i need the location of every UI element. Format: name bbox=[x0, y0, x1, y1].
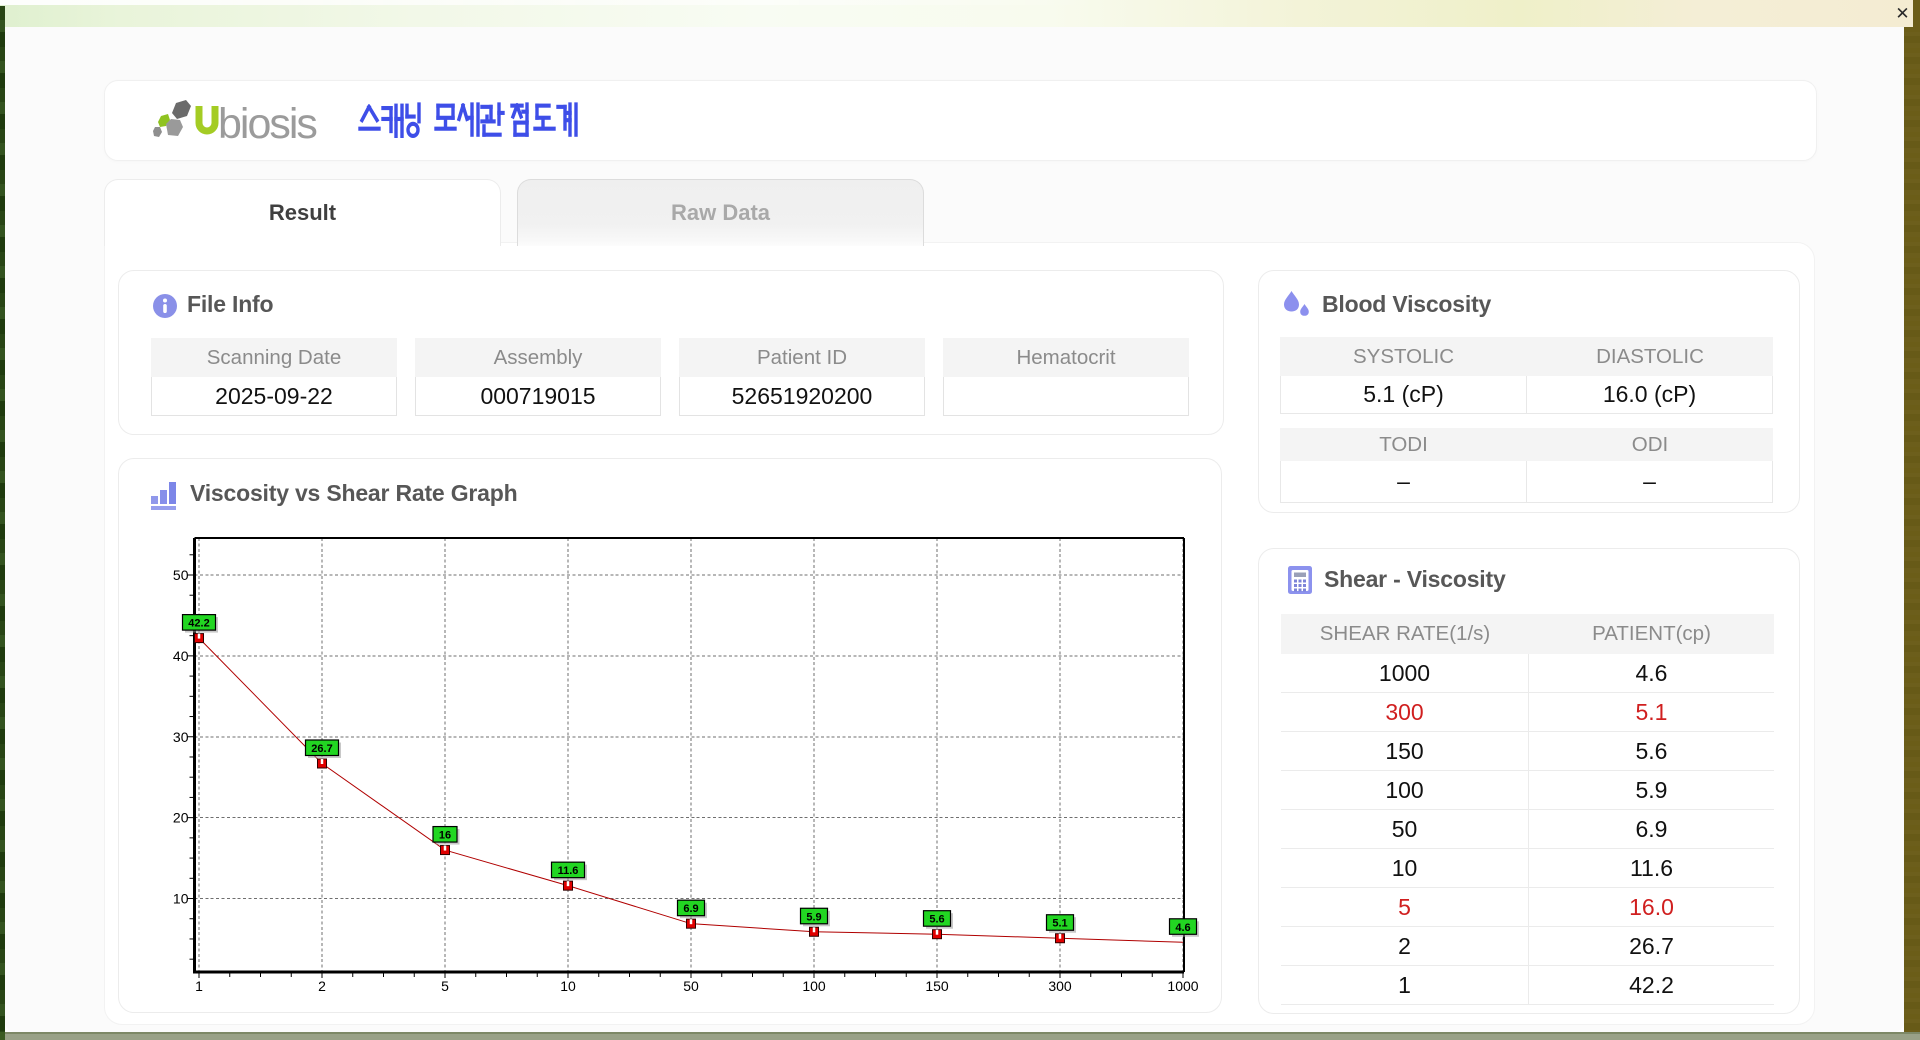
svg-text:10: 10 bbox=[560, 978, 576, 994]
svg-text:11.6: 11.6 bbox=[558, 865, 579, 877]
svg-text:10: 10 bbox=[173, 891, 189, 907]
svg-text:6.9: 6.9 bbox=[683, 903, 698, 915]
svg-text:5.6: 5.6 bbox=[929, 914, 944, 926]
svg-text:5.1: 5.1 bbox=[1052, 918, 1067, 930]
svg-text:42.2: 42.2 bbox=[188, 618, 209, 630]
svg-text:2: 2 bbox=[318, 978, 326, 994]
svg-text:5: 5 bbox=[441, 978, 449, 994]
svg-text:16: 16 bbox=[439, 830, 451, 842]
svg-text:50: 50 bbox=[173, 567, 189, 583]
svg-text:150: 150 bbox=[925, 978, 949, 994]
svg-text:50: 50 bbox=[683, 978, 699, 994]
svg-text:1: 1 bbox=[195, 978, 203, 994]
svg-text:100: 100 bbox=[802, 978, 826, 994]
svg-text:4.6: 4.6 bbox=[1175, 922, 1190, 934]
svg-text:30: 30 bbox=[173, 729, 189, 745]
svg-text:1000: 1000 bbox=[1167, 978, 1198, 994]
svg-text:20: 20 bbox=[173, 810, 189, 826]
svg-text:300: 300 bbox=[1048, 978, 1072, 994]
svg-text:40: 40 bbox=[173, 648, 189, 664]
svg-text:5.9: 5.9 bbox=[806, 911, 821, 923]
svg-text:26.7: 26.7 bbox=[311, 743, 332, 755]
